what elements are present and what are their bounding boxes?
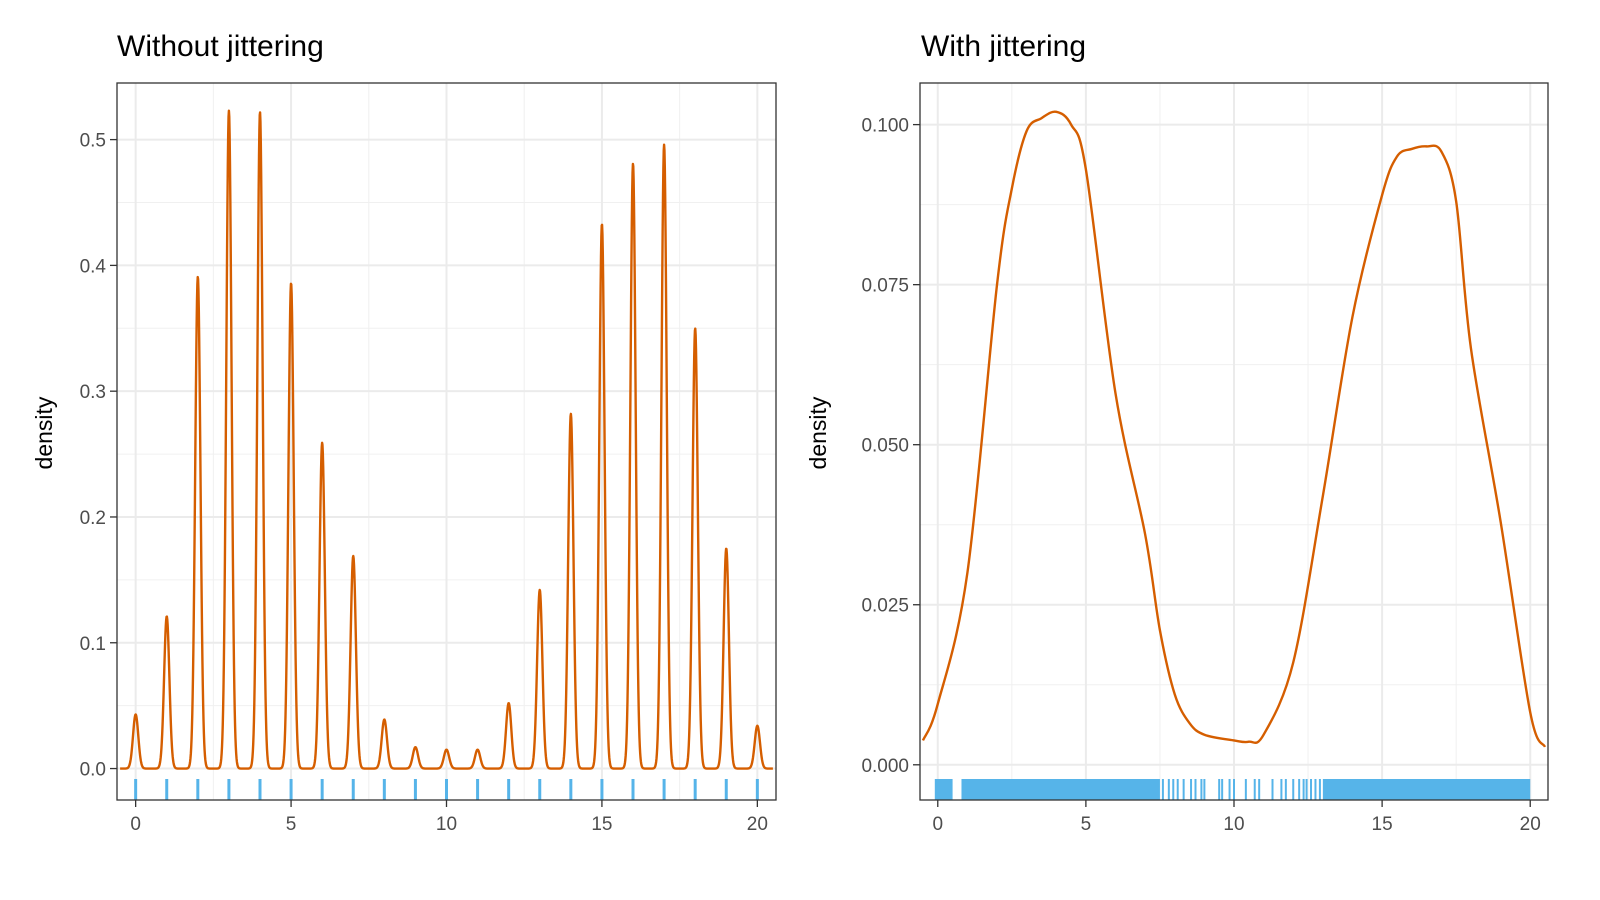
chart-title: With jittering bbox=[921, 30, 1086, 63]
x-tick-label: 20 bbox=[1520, 814, 1541, 835]
x-tick-label: 0 bbox=[130, 814, 141, 835]
density-line bbox=[119, 109, 774, 770]
y-tick-label: 0.075 bbox=[861, 276, 909, 297]
rug-band bbox=[1322, 779, 1531, 800]
y-tick-label: 0.2 bbox=[80, 508, 106, 529]
x-tick-label: 10 bbox=[436, 814, 457, 835]
rug-band bbox=[961, 779, 1160, 800]
y-tick-label: 0.3 bbox=[80, 382, 106, 403]
x-tick-label: 10 bbox=[1223, 814, 1244, 835]
y-tick-label: 0.100 bbox=[861, 116, 909, 137]
y-tick-label: 0.050 bbox=[861, 436, 909, 457]
rug-band bbox=[934, 779, 953, 800]
x-tick-label: 5 bbox=[286, 814, 297, 835]
chart-title: Without jittering bbox=[117, 30, 324, 63]
y-tick-label: 0.5 bbox=[80, 131, 106, 152]
x-tick-label: 5 bbox=[1081, 814, 1092, 835]
x-tick-label: 20 bbox=[747, 814, 768, 835]
y-tick-label: 0.1 bbox=[80, 634, 106, 655]
x-tick-label: 15 bbox=[1372, 814, 1393, 835]
panel-without-jittering: Without jittering density 0.0 0.1 0.2 0.3 0.… bbox=[31, 30, 777, 835]
y-tick-label: 0.0 bbox=[80, 760, 106, 781]
y-axis-title: density bbox=[31, 396, 57, 469]
panel-with-jittering: With jittering density 0.000 0.025 0.050 0.… bbox=[805, 30, 1549, 835]
x-tick-label: 15 bbox=[591, 814, 612, 835]
y-axis-title: density bbox=[805, 396, 831, 469]
y-tick-label: 0.025 bbox=[861, 596, 909, 617]
y-tick-label: 0.000 bbox=[861, 756, 909, 777]
density-line bbox=[921, 110, 1547, 748]
y-tick-label: 0.4 bbox=[80, 256, 107, 277]
x-tick-label: 0 bbox=[932, 814, 943, 835]
